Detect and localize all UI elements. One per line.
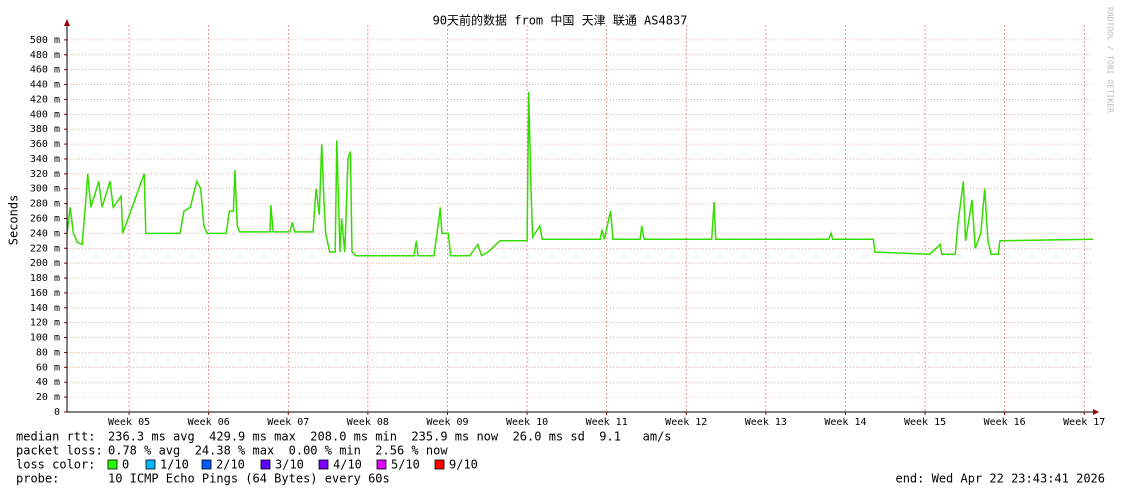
stat-text: 0.78 % avg 24.38 % max 0.00 % min 2.56 %… — [108, 444, 448, 458]
legend-swatch — [260, 459, 271, 470]
y-tick-label: 120 m — [30, 318, 60, 329]
legend-label: 2/10 — [216, 458, 245, 472]
legend-swatch — [434, 459, 445, 470]
x-tick-label: Week 12 — [665, 417, 707, 428]
probe: 10 ICMP Echo Pings (64 Bytes) every 60s — [108, 472, 390, 486]
y-tick-label: 80 m — [36, 347, 60, 358]
y-tick-label: 240 m — [30, 228, 60, 239]
y-tick-label: 420 m — [30, 94, 60, 105]
probe-label: probe: — [16, 472, 59, 486]
plot — [66, 91, 1094, 257]
y-arrow — [64, 19, 70, 26]
legend-label: 9/10 — [449, 458, 478, 472]
y-tick-label: 340 m — [30, 154, 60, 165]
y-tick-label: 300 m — [30, 184, 60, 195]
y-tick-label: 20 m — [36, 392, 60, 403]
y-tick-label: 260 m — [30, 214, 60, 225]
legend-label: 1/10 — [160, 458, 189, 472]
x-tick-label: Week 05 — [108, 417, 150, 428]
legend-label: 5/10 — [391, 458, 420, 472]
legend: median rtt: 236.3 ms avg 429.9 ms max 208… — [16, 430, 1105, 486]
y-tick-label: 40 m — [36, 377, 60, 388]
x-tick-label: Week 06 — [188, 417, 230, 428]
y-tick-label: 280 m — [30, 199, 60, 210]
legend-swatch — [201, 459, 212, 470]
y-tick-label: 140 m — [30, 303, 60, 314]
x-tick-label: Week 16 — [984, 417, 1026, 428]
x-tick-label: Week 13 — [745, 417, 787, 428]
y-axis-label: Seconds — [7, 195, 21, 246]
grid: 0 20 m 40 m 60 m 80 m 100 m 120 m 140 m 160 m 180… — [30, 25, 1105, 428]
y-tick-label: 500 m — [30, 35, 60, 46]
loss-color-label: loss color: — [16, 458, 95, 472]
y-tick-label: 440 m — [30, 80, 60, 91]
end-time: end: Wed Apr 22 23:43:41 2026 — [895, 472, 1105, 486]
legend-swatch — [145, 459, 156, 470]
stat-label: median rtt: — [16, 430, 95, 444]
y-tick-label: 60 m — [36, 362, 60, 373]
legend-label: 0 — [122, 458, 129, 472]
watermark: RRDTOOL / TOBI OETIKER — [1106, 7, 1115, 113]
stat-label: packet loss: — [16, 444, 103, 458]
y-tick-label: 320 m — [30, 169, 60, 180]
median-line — [66, 91, 1094, 257]
x-tick-label: Week 09 — [426, 417, 468, 428]
legend-swatch — [107, 459, 118, 470]
legend-swatch — [318, 459, 329, 470]
legend-label: 4/10 — [333, 458, 362, 472]
y-tick-label: 480 m — [30, 50, 60, 61]
y-tick-label: 200 m — [30, 258, 60, 269]
stat-text: 236.3 ms avg 429.9 ms max 208.0 ms min 2… — [108, 430, 672, 444]
y-tick-label: 100 m — [30, 333, 60, 344]
x-tick-label: Week 15 — [904, 417, 946, 428]
chart-title: 90天前的数据 from 中国 天津 联通 AS4837 — [433, 13, 688, 28]
y-tick-label: 180 m — [30, 273, 60, 284]
y-tick-label: 360 m — [30, 139, 60, 150]
y-tick-label: 380 m — [30, 124, 60, 135]
x-tick-label: Week 08 — [347, 417, 389, 428]
x-tick-label: Week 07 — [267, 417, 309, 428]
y-tick-label: 400 m — [30, 109, 60, 120]
x-tick-label: Week 17 — [1063, 417, 1105, 428]
x-arrow — [1093, 409, 1099, 415]
y-tick-label: 220 m — [30, 243, 60, 254]
x-tick-label: Week 14 — [824, 417, 866, 428]
legend-label: 3/10 — [275, 458, 304, 472]
y-tick-label: 460 m — [30, 65, 60, 76]
y-tick-label: 160 m — [30, 288, 60, 299]
y-tick-label: 0 — [54, 407, 60, 418]
x-tick-label: Week 11 — [586, 417, 628, 428]
legend-swatch — [376, 459, 387, 470]
x-tick-label: Week 10 — [506, 417, 548, 428]
